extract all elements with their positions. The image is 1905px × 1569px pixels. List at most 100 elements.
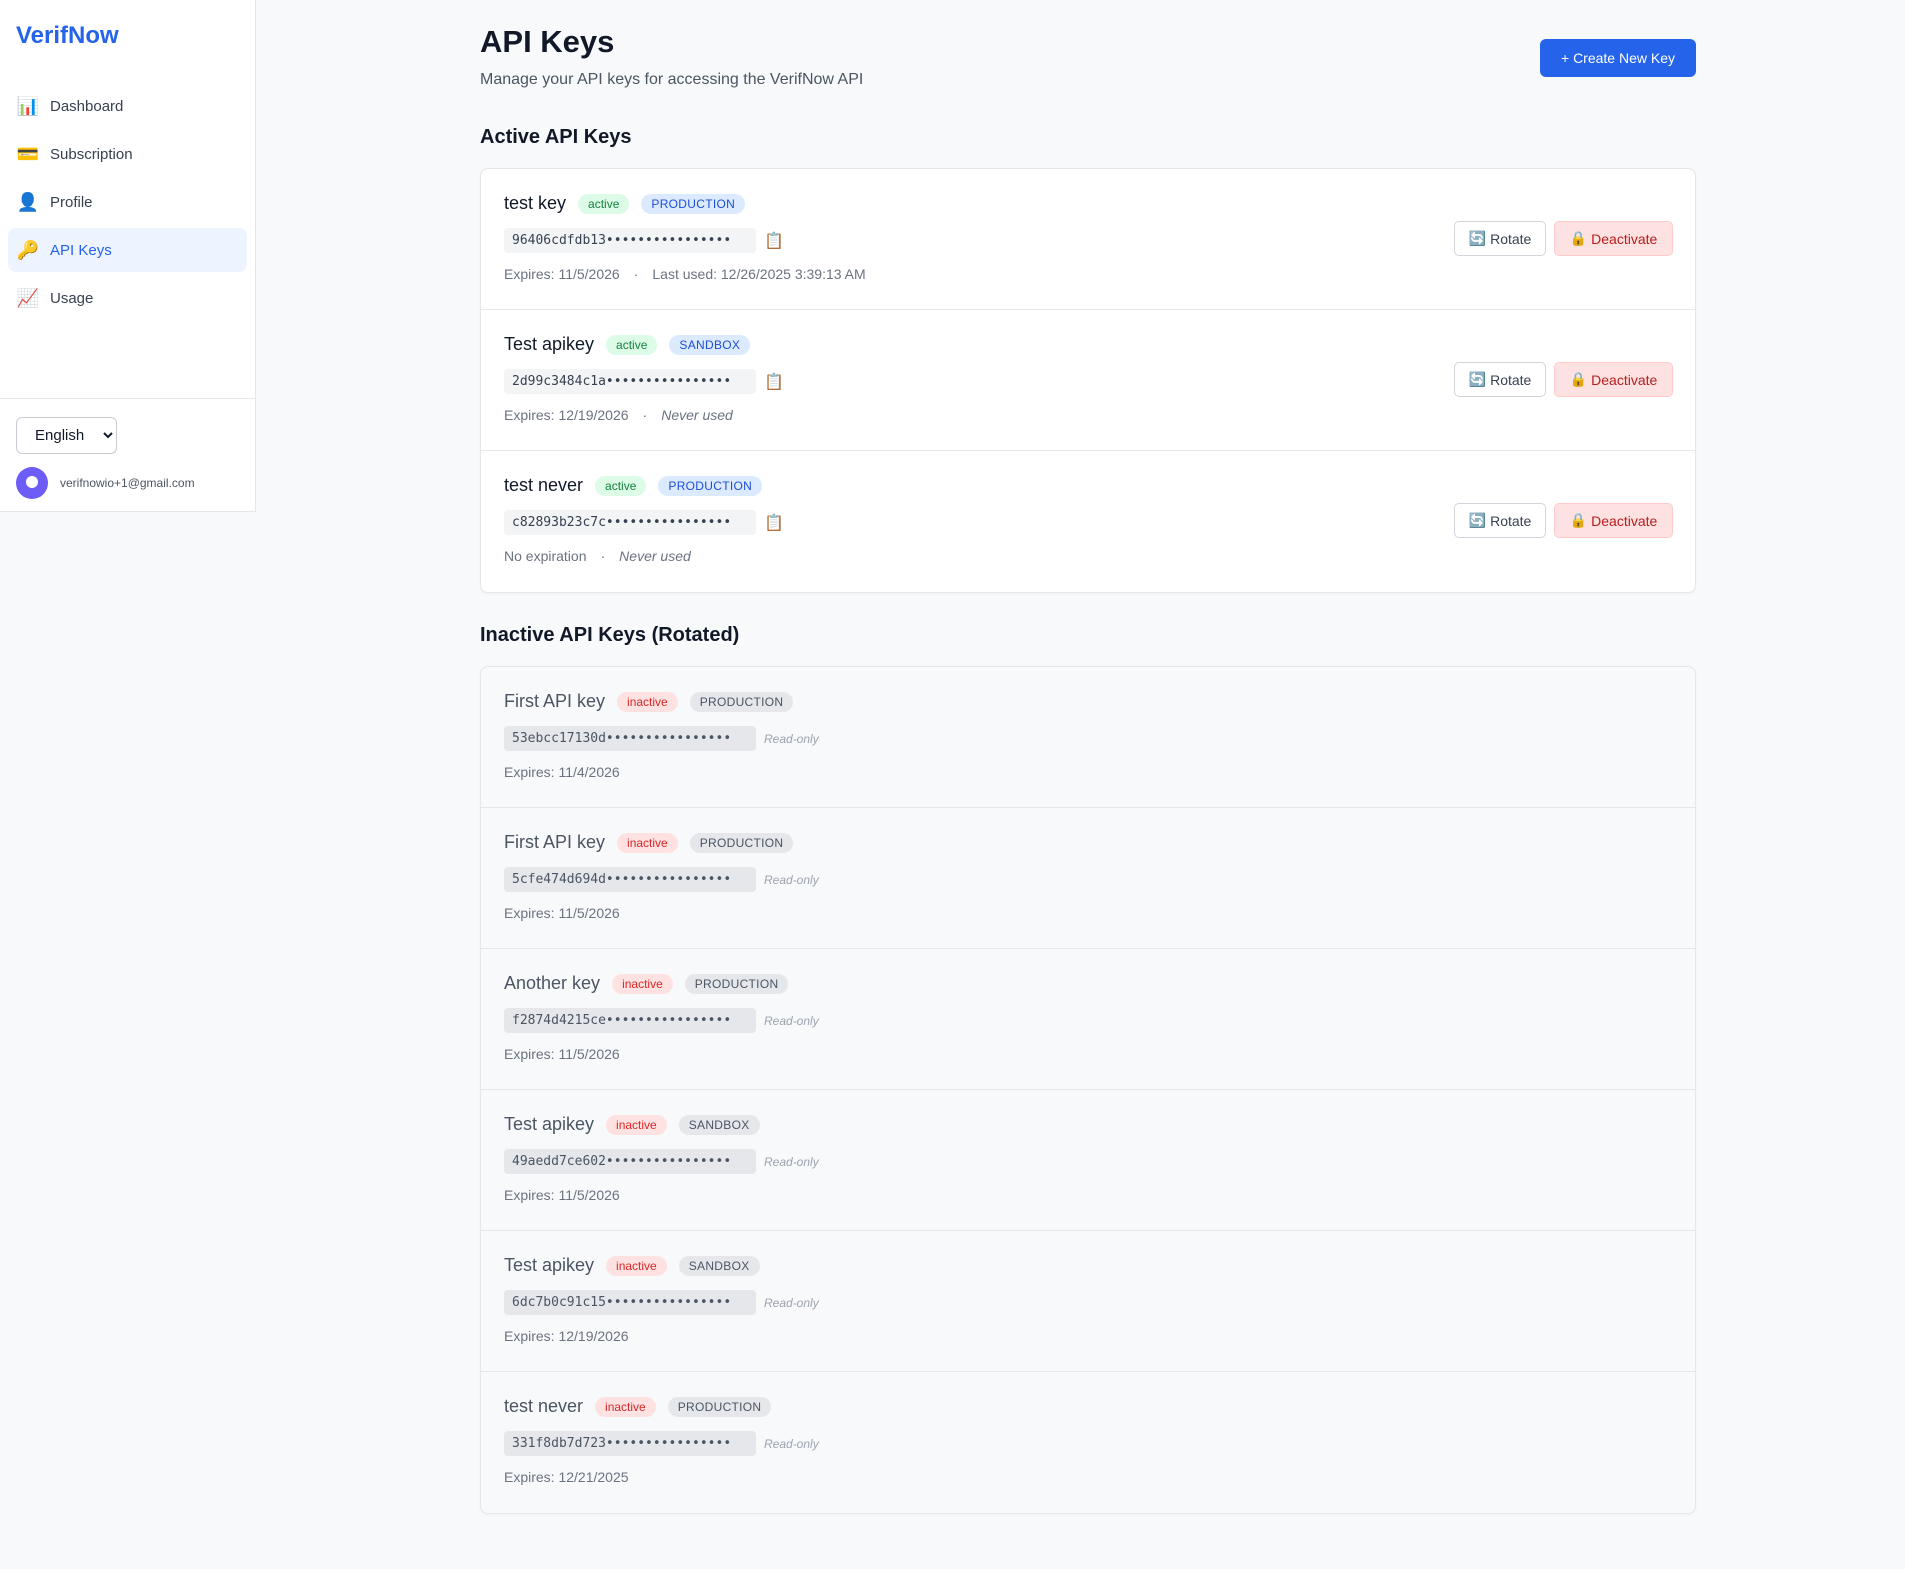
status-badge: active <box>595 475 647 496</box>
separator-dot: · <box>600 548 606 564</box>
sidebar-nav: 📊 Dashboard 💳 Subscription 👤 Profile 🔑 A… <box>8 84 247 324</box>
environment-badge: PRODUCTION <box>684 973 789 994</box>
inactive-key-row: Test apikey inactive SANDBOX 6dc7b0c91c15••… <box>481 1231 1695 1372</box>
key-name: Test apikey <box>504 334 595 354</box>
last-used-text: Last used: 12/26/2025 3:39:13 AM <box>652 266 866 282</box>
user-icon: 👤 <box>16 191 40 212</box>
status-badge: inactive <box>612 973 673 994</box>
lock-icon: 🔒 <box>1569 512 1588 528</box>
key-value-row: 6dc7b0c91c15•••••••••••••••• Read-only <box>504 1290 819 1315</box>
key-meta: Expires: 11/5/2026 <box>504 1046 620 1062</box>
key-name: Another key <box>504 973 601 993</box>
page-subtitle: Manage your API keys for accessing the V… <box>480 71 864 88</box>
last-used-text: Never used <box>619 548 691 564</box>
sidebar-item-api-keys[interactable]: 🔑 API Keys <box>8 228 247 272</box>
user-email: verifnowio+1@gmail.com <box>60 476 195 490</box>
create-new-key-button[interactable]: + Create New Key <box>1540 39 1696 77</box>
sidebar-item-usage[interactable]: 📈 Usage <box>8 276 247 320</box>
brand-logo[interactable]: VerifNow <box>16 22 119 49</box>
key-header: Another key inactive PRODUCTION <box>504 973 800 994</box>
expires-text: Expires: 12/19/2026 <box>504 1328 629 1344</box>
key-header: Test apikey inactive SANDBOX <box>504 1114 772 1135</box>
sidebar-item-label: Subscription <box>50 145 133 163</box>
key-value: 331f8db7d723•••••••••••••••• <box>504 1431 756 1456</box>
rotate-label: Rotate <box>1490 512 1532 529</box>
rotate-button[interactable]: 🔄 Rotate <box>1454 503 1546 538</box>
deactivate-label: Deactivate <box>1591 230 1658 247</box>
rotate-button[interactable]: 🔄 Rotate <box>1454 221 1546 256</box>
deactivate-label: Deactivate <box>1591 512 1658 529</box>
inactive-keys-card: First API key inactive PRODUCTION 53ebcc171… <box>480 666 1696 1514</box>
key-icon: 🔑 <box>16 239 40 260</box>
expires-text: Expires: 12/19/2026 <box>504 407 629 423</box>
key-value: 2d99c3484c1a•••••••••••••••• <box>504 369 756 394</box>
key-name: Test apikey <box>504 1255 595 1275</box>
key-header: First API key inactive PRODUCTION <box>504 832 805 853</box>
deactivate-button[interactable]: 🔒 Deactivate <box>1554 503 1673 538</box>
inactive-key-row: First API key inactive PRODUCTION 5cfe474d6… <box>481 808 1695 949</box>
rotate-icon: 🔄 <box>1468 230 1487 246</box>
active-keys-heading: Active API Keys <box>480 126 632 148</box>
inactive-key-row: Another key inactive PRODUCTION f2874d4215c… <box>481 949 1695 1090</box>
rotate-button[interactable]: 🔄 Rotate <box>1454 362 1546 397</box>
avatar[interactable] <box>16 467 48 499</box>
key-value: c82893b23c7c•••••••••••••••• <box>504 510 756 535</box>
key-header: test key active PRODUCTION <box>504 193 757 214</box>
inactive-key-row: test never inactive PRODUCTION 331f8db7d723… <box>481 1372 1695 1513</box>
sidebar-item-label: API Keys <box>50 241 112 259</box>
read-only-label: Read-only <box>764 872 819 887</box>
environment-badge: SANDBOX <box>669 334 751 355</box>
key-value-row: 96406cdfdb13•••••••••••••••• 📋 <box>504 228 784 253</box>
bar-chart-icon: 📊 <box>16 95 40 116</box>
key-value-row: 331f8db7d723•••••••••••••••• Read-only <box>504 1431 819 1456</box>
sidebar: VerifNow 📊 Dashboard 💳 Subscription 👤 Pr… <box>0 0 256 512</box>
key-name: First API key <box>504 691 606 711</box>
environment-badge: PRODUCTION <box>689 832 794 853</box>
deactivate-button[interactable]: 🔒 Deactivate <box>1554 362 1673 397</box>
deactivate-button[interactable]: 🔒 Deactivate <box>1554 221 1673 256</box>
key-actions: 🔄 Rotate 🔒 Deactivate <box>1454 221 1673 256</box>
trend-chart-icon: 📈 <box>16 287 40 308</box>
key-value-row: 2d99c3484c1a•••••••••••••••• 📋 <box>504 369 784 394</box>
key-name: test never <box>504 1396 584 1416</box>
clipboard-icon[interactable]: 📋 <box>764 232 784 250</box>
sidebar-item-label: Dashboard <box>50 97 124 115</box>
expires-text: Expires: 11/5/2026 <box>504 905 620 921</box>
key-header: test never active PRODUCTION <box>504 475 774 496</box>
status-badge: inactive <box>595 1396 656 1417</box>
clipboard-icon[interactable]: 📋 <box>764 373 784 391</box>
read-only-label: Read-only <box>764 1154 819 1169</box>
key-actions: 🔄 Rotate 🔒 Deactivate <box>1454 362 1673 397</box>
key-meta: Expires: 11/4/2026 <box>504 764 620 780</box>
lock-icon: 🔒 <box>1569 371 1588 387</box>
credit-card-icon: 💳 <box>16 143 40 164</box>
status-badge: inactive <box>617 691 678 712</box>
status-badge: active <box>578 193 630 214</box>
key-value-row: f2874d4215ce•••••••••••••••• Read-only <box>504 1008 819 1033</box>
rotate-icon: 🔄 <box>1468 512 1487 528</box>
key-meta: Expires: 11/5/2026 <box>504 1187 620 1203</box>
status-badge: inactive <box>606 1114 667 1135</box>
status-badge: inactive <box>617 832 678 853</box>
environment-badge: PRODUCTION <box>658 475 763 496</box>
environment-badge: PRODUCTION <box>641 193 746 214</box>
sidebar-item-profile[interactable]: 👤 Profile <box>8 180 247 224</box>
rotate-label: Rotate <box>1490 230 1532 247</box>
environment-badge: PRODUCTION <box>689 691 794 712</box>
language-select[interactable]: English <box>16 417 117 454</box>
sidebar-item-subscription[interactable]: 💳 Subscription <box>8 132 247 176</box>
sidebar-item-dashboard[interactable]: 📊 Dashboard <box>8 84 247 128</box>
lock-icon: 🔒 <box>1569 230 1588 246</box>
clipboard-icon[interactable]: 📋 <box>764 514 784 532</box>
inactive-key-row: First API key inactive PRODUCTION 53ebcc171… <box>481 667 1695 808</box>
rotate-icon: 🔄 <box>1468 371 1487 387</box>
key-meta: No expiration · Never used <box>504 548 691 564</box>
deactivate-label: Deactivate <box>1591 371 1658 388</box>
active-key-row: test never active PRODUCTION c82893b23c7c••… <box>481 451 1695 592</box>
environment-badge: SANDBOX <box>678 1114 760 1135</box>
key-meta: Expires: 12/19/2026 · Never used <box>504 407 733 423</box>
key-header: Test apikey inactive SANDBOX <box>504 1255 772 1276</box>
environment-badge: PRODUCTION <box>667 1396 772 1417</box>
rotate-label: Rotate <box>1490 371 1532 388</box>
key-meta: Expires: 11/5/2026 · Last used: 12/26/2025… <box>504 266 866 282</box>
